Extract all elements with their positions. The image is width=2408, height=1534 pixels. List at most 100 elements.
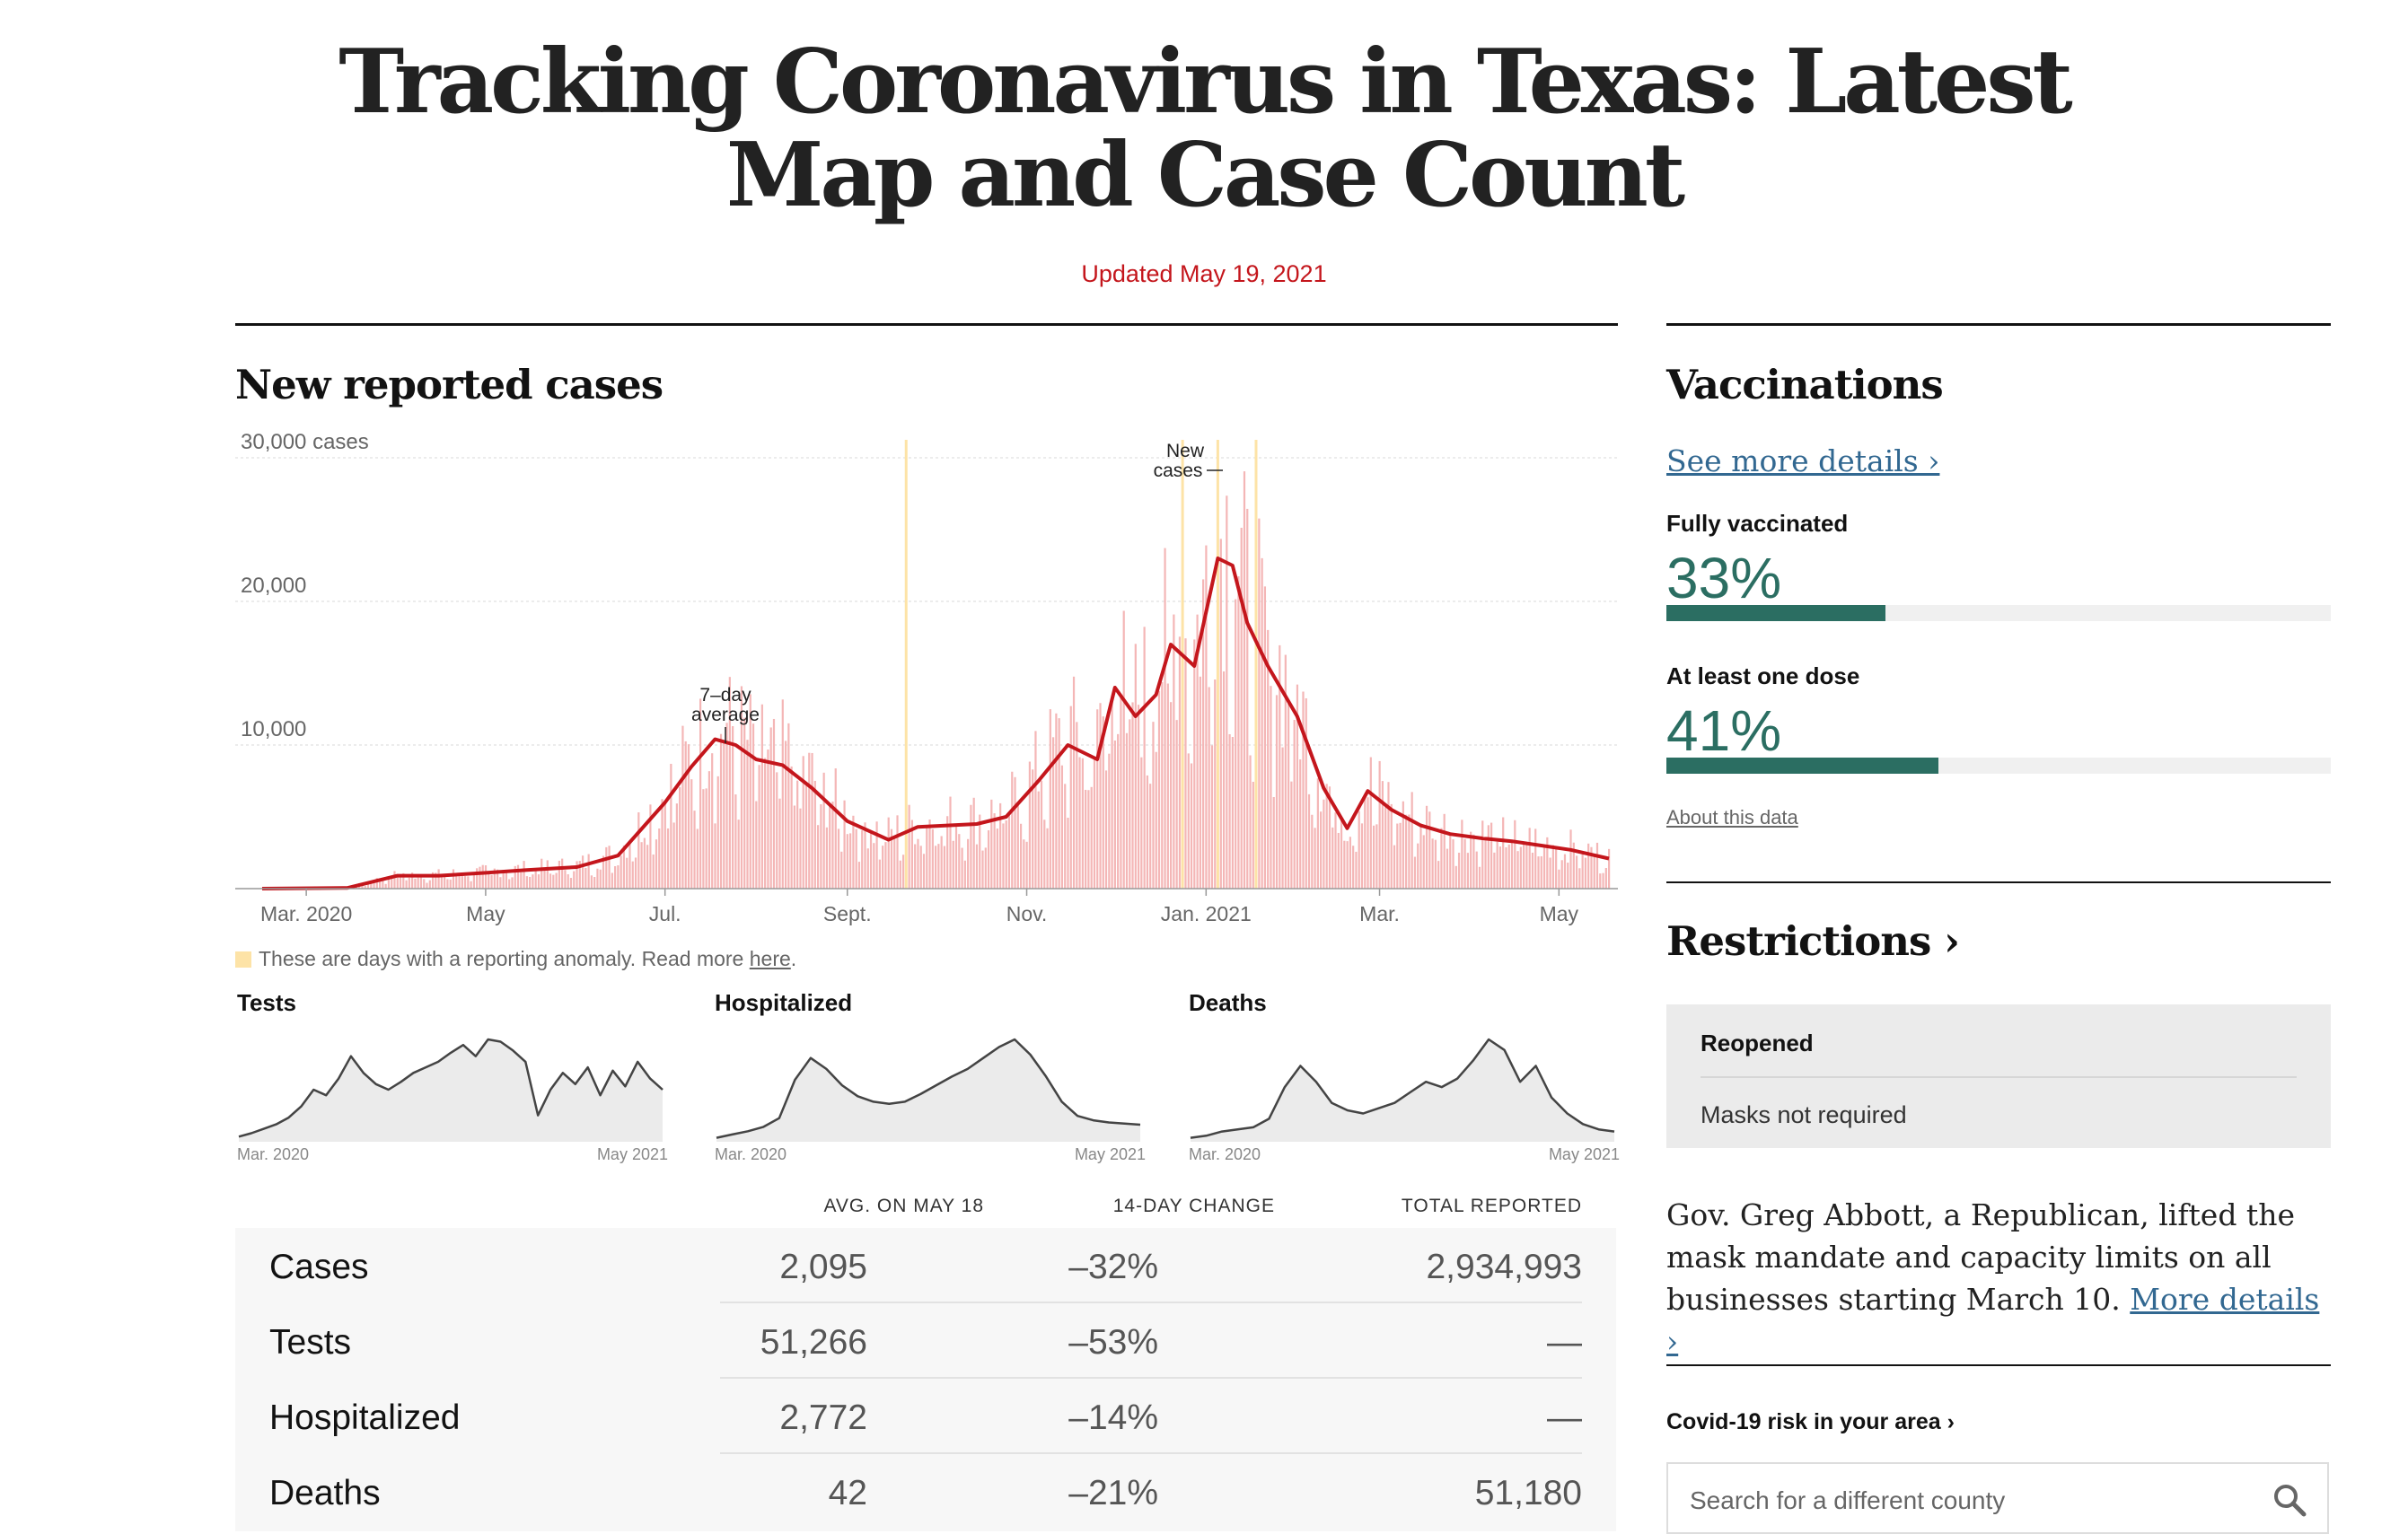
new-cases-bar bbox=[393, 871, 396, 889]
new-cases-bar bbox=[1231, 737, 1234, 889]
new-cases-bar bbox=[481, 864, 484, 889]
row-avg: 2,772 bbox=[779, 1398, 867, 1437]
new-cases-bar bbox=[1173, 614, 1175, 889]
new-cases-bar bbox=[1551, 845, 1554, 889]
updated-timestamp: Updated May 19, 2021 bbox=[1081, 260, 1327, 287]
new-cases-bar bbox=[640, 842, 643, 889]
new-cases-bar bbox=[996, 828, 998, 889]
new-cases-bar bbox=[1560, 860, 1563, 889]
new-cases-bar bbox=[734, 794, 737, 889]
restrictions-more-link[interactable]: More details › bbox=[1666, 1282, 2320, 1359]
new-cases-bar bbox=[922, 854, 926, 889]
new-cases-bar bbox=[1134, 644, 1137, 889]
new-cases-bar bbox=[737, 820, 740, 889]
new-cases-bar bbox=[590, 875, 593, 889]
new-cases-bar bbox=[972, 797, 975, 889]
new-cases-bar bbox=[878, 859, 881, 889]
new-cases-bar bbox=[723, 742, 725, 889]
new-cases-bar bbox=[396, 874, 399, 889]
vaccination-details-link[interactable]: See more details › bbox=[1666, 443, 1940, 478]
new-cases-bar bbox=[799, 808, 802, 889]
new-cases-bar bbox=[1161, 681, 1164, 889]
new-cases-bar bbox=[375, 878, 378, 889]
new-cases-bar bbox=[861, 830, 864, 889]
anomaly-read-more-link[interactable]: here bbox=[749, 947, 791, 970]
row-label: Hospitalized bbox=[269, 1398, 461, 1437]
new-cases-bar bbox=[431, 872, 435, 889]
new-cases-bar bbox=[1472, 834, 1475, 889]
new-cases-bar bbox=[555, 872, 558, 889]
new-cases-bar bbox=[440, 876, 443, 889]
restrictions-description: Gov. Greg Abbott, a Republican, lifted t… bbox=[1666, 1194, 2331, 1363]
new-cases-bar bbox=[1369, 757, 1372, 889]
new-cases-bar bbox=[490, 874, 493, 889]
new-cases-bar bbox=[693, 811, 696, 889]
new-cases-bar bbox=[963, 860, 966, 889]
county-search-input[interactable] bbox=[1688, 1480, 2248, 1521]
new-cases-bar bbox=[1157, 690, 1161, 889]
new-cases-bar bbox=[1408, 814, 1411, 889]
vaccinations-title: Vaccinations bbox=[1666, 361, 1944, 408]
new-cases-bar bbox=[1608, 848, 1611, 889]
new-cases-bar bbox=[1413, 856, 1417, 889]
new-cases-bars bbox=[264, 471, 1611, 889]
row-label: Deaths bbox=[269, 1474, 381, 1512]
new-cases-bar bbox=[366, 884, 370, 889]
new-cases-bar bbox=[1563, 854, 1567, 889]
page-title-line-1: Tracking Coronavirus in Texas: Latest bbox=[338, 31, 2073, 134]
new-cases-bar bbox=[382, 879, 384, 889]
deaths-mini-title: Deaths bbox=[1189, 989, 1267, 1016]
new-cases-bar bbox=[1334, 812, 1337, 889]
new-cases-bar bbox=[702, 789, 705, 889]
y-tick-label: 20,000 bbox=[241, 574, 306, 598]
restrictions-title-link[interactable]: Restrictions › bbox=[1666, 917, 1960, 965]
new-cases-bar bbox=[626, 857, 628, 889]
new-cases-bar bbox=[573, 871, 576, 889]
new-cases-bar bbox=[840, 851, 843, 889]
new-cases-annotation-line-2: cases bbox=[1154, 460, 1203, 481]
new-cases-bar bbox=[1425, 805, 1428, 889]
new-cases-bar bbox=[543, 867, 546, 889]
new-cases-bar bbox=[1484, 837, 1487, 889]
new-cases-bar bbox=[1337, 832, 1340, 889]
new-cases-bar bbox=[1593, 855, 1595, 889]
new-cases-bar bbox=[772, 718, 776, 889]
new-cases-bar bbox=[1240, 527, 1243, 889]
header-avg: AVG. ON MAY 18 bbox=[823, 1196, 984, 1216]
new-cases-bar bbox=[1537, 856, 1540, 889]
new-cases-bar bbox=[461, 875, 463, 889]
new-cases-bar bbox=[1352, 846, 1355, 889]
search-icon[interactable] bbox=[2272, 1482, 2307, 1518]
new-cases-bar bbox=[455, 873, 458, 889]
row-total: 2,934,993 bbox=[1426, 1248, 1582, 1286]
new-cases-bar bbox=[776, 772, 778, 889]
new-cases-bar bbox=[743, 717, 746, 889]
new-cases-bar bbox=[523, 861, 525, 889]
new-cases-bar bbox=[1555, 847, 1558, 889]
y-gridlines bbox=[235, 457, 1618, 746]
new-cases-bar bbox=[893, 837, 896, 889]
x-tick-label: Jan. 2021 bbox=[1161, 902, 1252, 925]
new-cases-bar bbox=[1463, 838, 1466, 889]
new-cases-bar bbox=[593, 876, 596, 889]
new-cases-bar bbox=[1078, 757, 1081, 889]
new-cases-bar bbox=[1019, 823, 1023, 889]
covid-risk-link[interactable]: Covid-19 risk in your area › bbox=[1666, 1409, 1955, 1434]
new-cases-bar bbox=[979, 814, 981, 889]
new-cases-bar bbox=[1519, 846, 1522, 889]
new-cases-bar bbox=[1258, 518, 1261, 889]
new-cases-bar bbox=[890, 828, 893, 889]
new-cases-bar bbox=[631, 861, 634, 889]
new-cases-bar bbox=[690, 779, 693, 889]
new-cases-bar bbox=[811, 752, 813, 889]
about-data-link[interactable]: About this data bbox=[1666, 806, 1798, 828]
new-cases-bar bbox=[1387, 782, 1390, 889]
new-cases-bar bbox=[732, 726, 734, 889]
new-cases-bar bbox=[1052, 737, 1055, 889]
new-cases-bar bbox=[820, 804, 822, 889]
new-cases-bar bbox=[402, 872, 405, 889]
new-cases-bar bbox=[1237, 576, 1240, 889]
new-cases-bar bbox=[855, 828, 857, 889]
hospitalized-line bbox=[716, 1038, 1141, 1139]
tests-mini-chart: Tests Mar. 2020 May 2021 bbox=[237, 989, 668, 1165]
